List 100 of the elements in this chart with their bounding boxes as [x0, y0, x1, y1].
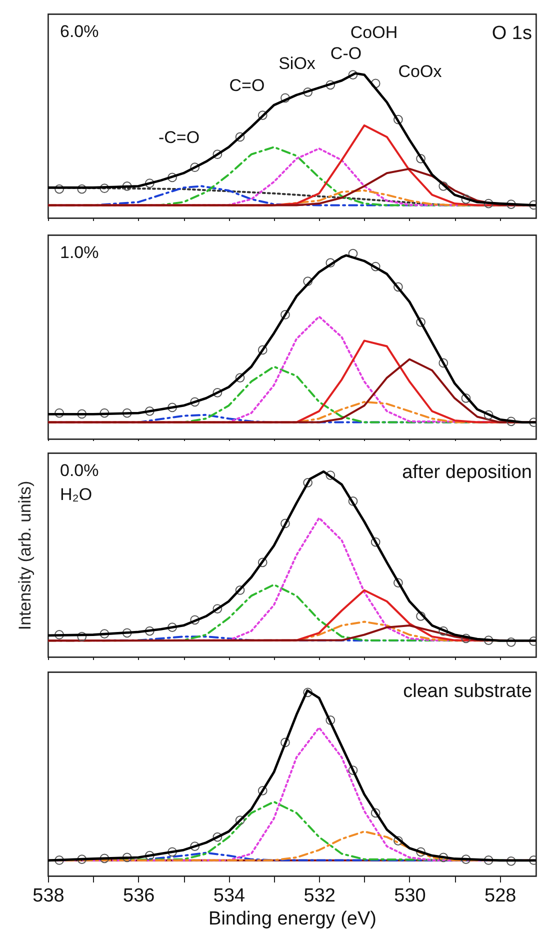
point [484, 856, 494, 865]
point [394, 578, 403, 588]
annotation: C=O [229, 76, 265, 95]
point [122, 628, 132, 638]
point [394, 114, 403, 124]
point [77, 184, 87, 194]
point [484, 410, 494, 420]
point [348, 70, 358, 80]
point [212, 604, 222, 614]
chart-subtitle: 1.0% [60, 243, 99, 262]
point [54, 630, 64, 640]
point [190, 842, 200, 851]
annotation: CoOx [398, 62, 442, 81]
point [484, 198, 494, 208]
point [122, 852, 132, 862]
point [100, 184, 110, 194]
point [144, 626, 154, 636]
point [394, 282, 403, 292]
point [212, 832, 222, 842]
text: CoOH [350, 23, 398, 42]
point [235, 373, 245, 382]
point [370, 262, 380, 272]
chart-title: O 1s [492, 23, 532, 44]
x-tick-label: 536 [123, 886, 155, 906]
point [303, 688, 312, 698]
point [326, 258, 336, 268]
point [370, 78, 380, 88]
point [100, 629, 110, 638]
point [303, 276, 312, 286]
point [190, 615, 200, 625]
point [348, 496, 358, 506]
point [506, 637, 516, 647]
point [212, 150, 222, 160]
point [461, 194, 471, 204]
point [212, 388, 222, 398]
text: C-O [330, 44, 362, 63]
point [122, 408, 132, 418]
point [438, 626, 448, 636]
point [461, 394, 471, 403]
point [190, 162, 200, 172]
point [348, 766, 358, 775]
point [280, 518, 290, 528]
annotation: -C=O [158, 128, 200, 147]
chart-title: after deposition [402, 462, 532, 483]
y-axis-title: Intensity (arb. units) [16, 480, 34, 630]
point [54, 184, 64, 194]
point [77, 632, 87, 642]
point [484, 636, 494, 645]
point [280, 310, 290, 320]
point [461, 854, 471, 864]
point [168, 847, 177, 857]
point [235, 132, 245, 142]
chart-subtitle: 6.0% [60, 22, 99, 41]
point [100, 854, 110, 864]
point [506, 416, 516, 426]
point [416, 612, 426, 621]
point [438, 852, 448, 862]
point [168, 172, 177, 182]
point [506, 856, 516, 866]
point [258, 558, 268, 568]
point [370, 537, 380, 547]
x-tick-label: 532 [304, 886, 336, 906]
point [100, 408, 110, 418]
point [168, 622, 177, 632]
point [416, 317, 426, 327]
chart-subtitle: 0.0% H₂O [60, 461, 99, 504]
point [326, 716, 336, 725]
point [438, 358, 448, 368]
point [168, 402, 177, 412]
point [54, 856, 64, 865]
point [303, 87, 312, 97]
x-tick-label: 530 [394, 886, 426, 906]
point [326, 470, 336, 480]
point [326, 80, 336, 90]
point [370, 808, 380, 818]
point [280, 738, 290, 748]
point [258, 110, 268, 120]
text: SiOx [278, 54, 316, 73]
point [416, 154, 426, 164]
point [394, 836, 403, 846]
point [77, 409, 87, 419]
point [416, 847, 426, 857]
point [190, 397, 200, 407]
point [54, 408, 64, 418]
point [438, 181, 448, 191]
point [303, 478, 312, 488]
point [258, 345, 268, 355]
x-tick-label: 538 [32, 886, 64, 906]
point [77, 854, 87, 864]
point [235, 586, 245, 595]
x-tick-label: 534 [213, 886, 246, 906]
point [144, 406, 154, 416]
point [144, 850, 154, 860]
point [144, 178, 154, 188]
point [506, 200, 516, 209]
point [122, 181, 132, 191]
point [461, 634, 471, 644]
point [280, 93, 290, 103]
chart-title: clean substrate [403, 681, 532, 702]
point [235, 816, 245, 826]
